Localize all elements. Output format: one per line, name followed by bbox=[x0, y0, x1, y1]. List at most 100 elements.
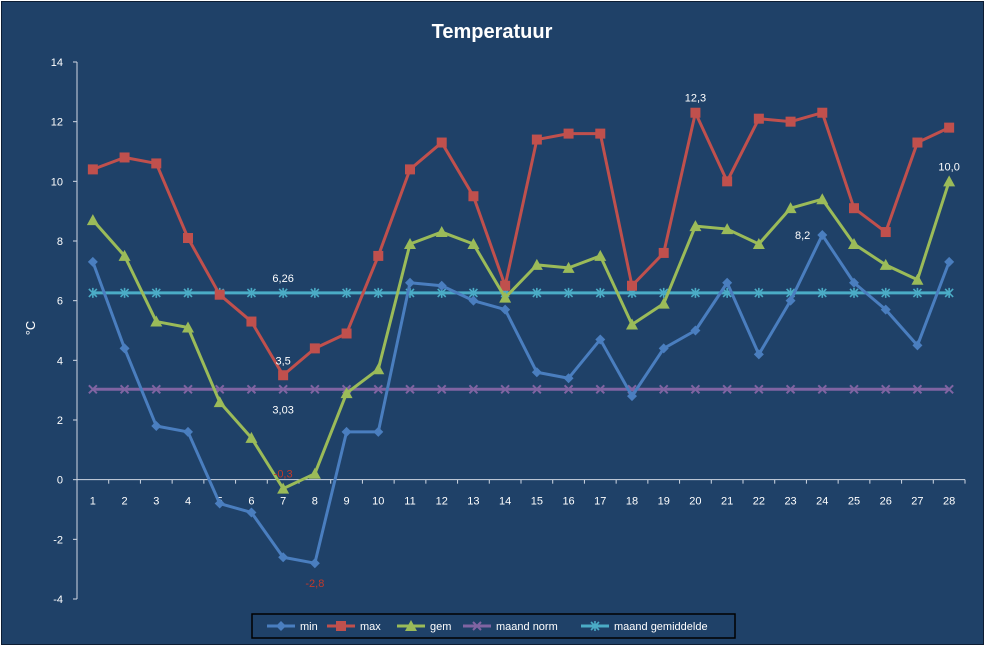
legend-swatch-marker bbox=[276, 621, 286, 631]
data-point-maand-norm bbox=[563, 384, 574, 394]
data-point-maand-norm bbox=[183, 384, 193, 394]
data-point-maand-gemiddelde bbox=[278, 287, 288, 298]
x-tick-label: 28 bbox=[943, 496, 955, 508]
data-point-gem bbox=[86, 214, 99, 226]
data-point-max bbox=[214, 289, 225, 300]
series-min bbox=[87, 230, 955, 569]
data-point-maand-gemiddelde bbox=[532, 287, 542, 298]
data-point-min bbox=[595, 334, 606, 345]
data-point-gem bbox=[879, 258, 892, 270]
data-point-maand-norm bbox=[88, 384, 98, 394]
data-point-gem bbox=[626, 318, 638, 330]
legend-item-max: max bbox=[327, 621, 381, 633]
data-point-maand-gemiddelde bbox=[912, 287, 922, 298]
y-tick-label: 10 bbox=[51, 176, 63, 188]
x-tick-label: 26 bbox=[880, 496, 892, 508]
data-point-maand-norm bbox=[754, 384, 764, 394]
data-point-maand-gemiddelde bbox=[817, 287, 827, 298]
data-point-maand-gemiddelde bbox=[849, 287, 859, 298]
data-point-maand-norm bbox=[659, 384, 669, 394]
data-point-gem bbox=[499, 291, 512, 303]
data-point-gem bbox=[721, 223, 734, 235]
data-point-max bbox=[880, 227, 891, 238]
data-point-maand-gemiddelde bbox=[183, 287, 193, 298]
data-point-maand-gemiddelde bbox=[595, 287, 605, 298]
y-tick-label: 12 bbox=[51, 117, 63, 129]
data-point-maand-norm bbox=[785, 384, 796, 394]
data-point-min bbox=[151, 420, 162, 431]
legend-swatch-marker bbox=[405, 620, 417, 631]
y-tick-label: 14 bbox=[51, 57, 63, 69]
data-point-max bbox=[468, 191, 479, 202]
data-label: 8,2 bbox=[795, 230, 810, 242]
data-point-maand-norm bbox=[151, 384, 161, 394]
data-point-gem bbox=[848, 237, 860, 249]
data-point-max bbox=[436, 137, 447, 148]
data-point-min bbox=[627, 391, 637, 402]
data-point-maand-norm bbox=[817, 384, 827, 394]
data-point-max bbox=[563, 128, 574, 139]
legend-swatch-marker bbox=[472, 621, 482, 631]
data-point-maand-gemiddelde bbox=[944, 287, 954, 298]
chart-title: Temperatuur bbox=[432, 21, 553, 43]
data-point-maand-norm bbox=[278, 384, 288, 394]
x-tick-label: 13 bbox=[467, 496, 479, 508]
data-point-maand-gemiddelde bbox=[342, 287, 352, 298]
data-point-gem bbox=[657, 297, 670, 309]
x-tick-label: 2 bbox=[122, 496, 128, 508]
data-point-gem bbox=[213, 396, 226, 408]
y-axis-label: °C bbox=[23, 321, 38, 336]
data-point-min bbox=[309, 558, 320, 569]
data-point-max bbox=[183, 233, 193, 244]
data-point-gem bbox=[752, 237, 765, 249]
data-point-maand-gemiddelde bbox=[690, 287, 700, 298]
x-tick-label: 6 bbox=[248, 496, 254, 508]
legend: min max gem maand norm maand gemiddelde bbox=[251, 613, 736, 639]
data-point-max bbox=[500, 280, 511, 291]
data-point-gem bbox=[245, 431, 258, 443]
data-point-min bbox=[119, 343, 130, 354]
data-point-min bbox=[183, 426, 193, 437]
y-tick-label: -2 bbox=[53, 534, 63, 546]
data-point-maand-norm bbox=[405, 384, 415, 394]
data-point-maand-norm bbox=[849, 384, 859, 394]
data-point-max bbox=[912, 137, 923, 148]
data-point-max bbox=[690, 107, 701, 118]
x-tick-label: 25 bbox=[848, 496, 860, 508]
data-point-maand-gemiddelde bbox=[881, 287, 891, 298]
x-tick-label: 23 bbox=[784, 496, 796, 508]
x-tick-label: 17 bbox=[594, 496, 606, 508]
data-point-min bbox=[468, 295, 479, 306]
x-tick-label: 9 bbox=[344, 496, 350, 508]
data-point-gem bbox=[530, 258, 543, 270]
data-point-min bbox=[944, 256, 955, 267]
data-label: 3,5 bbox=[275, 355, 290, 367]
data-point-gem bbox=[943, 175, 956, 187]
data-label: -2,8 bbox=[305, 578, 324, 590]
data-point-gem bbox=[404, 237, 416, 249]
data-point-min bbox=[405, 277, 415, 288]
data-point-max bbox=[278, 370, 289, 381]
data-point-gem bbox=[562, 261, 575, 273]
data-point-min bbox=[278, 552, 289, 563]
data-point-maand-gemiddelde bbox=[564, 287, 574, 298]
data-point-max bbox=[944, 122, 955, 133]
series-max bbox=[87, 107, 955, 381]
data-point-gem bbox=[372, 363, 385, 375]
data-point-max bbox=[87, 164, 98, 175]
data-point-gem bbox=[435, 226, 448, 238]
data-point-max bbox=[405, 164, 415, 175]
legend-swatch-marker bbox=[336, 621, 346, 631]
x-tick-label: 11 bbox=[404, 496, 415, 508]
x-tick-label: 27 bbox=[911, 496, 923, 508]
data-point-max bbox=[595, 128, 606, 139]
data-point-max bbox=[753, 113, 764, 124]
data-point-gem bbox=[182, 321, 194, 333]
legend-item-maand-gemiddelde: maand gemiddelde bbox=[581, 621, 708, 633]
data-point-maand-gemiddelde bbox=[120, 287, 130, 298]
x-tick-label: 8 bbox=[312, 496, 318, 508]
data-point-maand-gemiddelde bbox=[373, 287, 383, 298]
data-point-gem bbox=[467, 237, 480, 249]
data-point-min bbox=[690, 325, 701, 336]
